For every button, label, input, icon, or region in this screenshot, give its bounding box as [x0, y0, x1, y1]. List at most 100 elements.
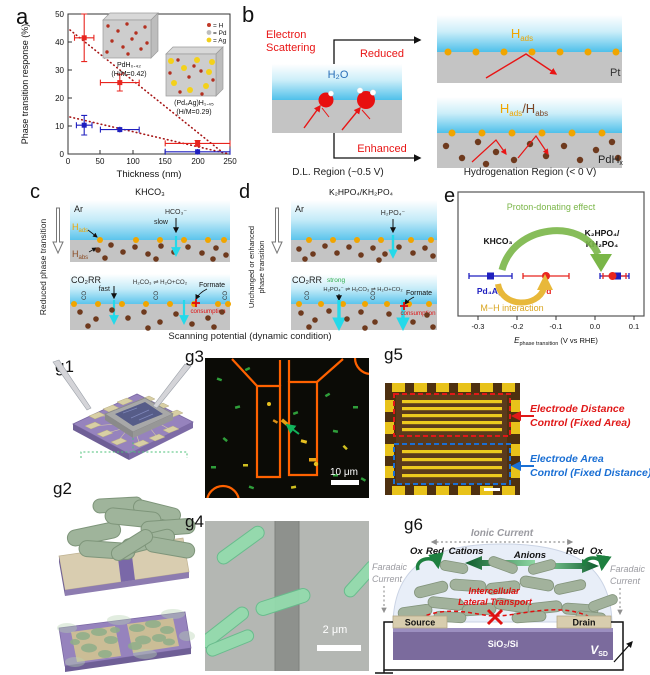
svg-text:0.1: 0.1 — [629, 322, 639, 331]
svg-text:30: 30 — [55, 66, 64, 75]
water-molecule-1 — [318, 92, 334, 108]
hco3-label: HCO₃⁻ — [165, 209, 187, 216]
panel-b: b Electron Scattering H₂O Reduced Enhanc… — [234, 0, 650, 187]
panel-e: e Proton-donating effect KHCO₃ K₂HPO₄/ K… — [440, 184, 650, 353]
h-ads-pointer — [87, 229, 98, 238]
area-control-box — [393, 443, 511, 485]
proton-donating-label: Proton-donating effect — [507, 202, 596, 212]
enhanced-label: Enhanced — [357, 143, 407, 155]
panel-d-side-label-1: Unchanged or enhanced — [247, 226, 256, 308]
kh2po4-label: KH₂PO₄ — [586, 239, 618, 249]
panel-g4: g4 2 μm — [183, 509, 375, 675]
svg-text:40: 40 — [55, 38, 64, 47]
inset-pdag-label2: (H/M=0.29) — [176, 109, 211, 116]
legend-pd-label: = Pd — [213, 30, 227, 37]
h-abs-atoms — [298, 308, 436, 331]
panel-d-side-label-2: phase transition — [257, 241, 266, 294]
scattered-cells — [211, 366, 367, 490]
scale-bar — [484, 488, 500, 491]
co2rr-label: CO₂RR — [71, 275, 101, 285]
formate-arrow — [195, 288, 208, 300]
pt-diagram: Hads Pt — [437, 15, 622, 83]
panel-g5-label: g5 — [384, 345, 403, 364]
mh-interaction-arrow — [495, 283, 547, 306]
consumption-cross — [400, 302, 408, 310]
h-ads-label: Hads — [72, 222, 88, 234]
dl-region-caption: D.L. Region (~0.5 V) — [292, 167, 383, 178]
panel-a-ylabel: Phase transition response (%) — [20, 24, 30, 145]
panel-c-label: c — [30, 182, 40, 203]
reduced-label: Reduced — [360, 48, 404, 60]
equilibrium-label: H₂CO₃ ⇌ H₂O+CO₂ — [133, 279, 188, 286]
h-atom — [369, 89, 376, 96]
biofilm-film-edge — [57, 609, 195, 667]
axis-ticks — [477, 316, 635, 320]
down-arrow-outline — [52, 207, 64, 255]
svg-text:100: 100 — [126, 157, 140, 166]
consumption-label: consumption — [400, 310, 436, 317]
svg-text:10: 10 — [55, 122, 64, 131]
red-label-right: Red — [566, 546, 584, 557]
h-abs-label: Habs — [72, 249, 88, 261]
electron-scattering-line2: Scattering — [266, 42, 316, 54]
faradaic-label-right-1: Faradaic — [610, 564, 646, 574]
h2o-label: H₂O — [328, 69, 349, 81]
zoom-bracket — [80, 438, 188, 458]
inset-pdh-label2: (H/M=0.42) — [111, 71, 146, 78]
panel-a-xlabel: Thickness (nm) — [117, 169, 182, 180]
legend-ag-marker — [206, 37, 212, 43]
area-control-label-1: Electrode Area — [530, 453, 604, 465]
svg-text:0: 0 — [66, 157, 71, 166]
scale-bar-label: 10 μm — [330, 467, 358, 478]
pdhx-diagram: Hads/Habs PdHx — [437, 97, 623, 168]
panel-a-label: a — [16, 4, 29, 29]
biofilm-device-render — [57, 609, 195, 672]
scanning-potential-caption: Scanning potential (dynamic condition) — [168, 331, 332, 342]
blocked-transport-cross — [486, 608, 504, 626]
svg-text:0.0: 0.0 — [590, 322, 600, 331]
svg-text:200: 200 — [191, 157, 205, 166]
dl-region-diagram: H₂O — [272, 64, 402, 133]
h-abs-atoms — [77, 307, 225, 331]
faradaic-label-right-2: Current — [610, 576, 641, 586]
co-label: CO — [82, 291, 88, 300]
khco3-label: KHCO₃ — [484, 236, 513, 246]
inset-pdag-label1: (Pd₄Ag)H₁.₄₅ — [174, 100, 214, 107]
probe-needle-left — [52, 359, 92, 411]
co-label: CO — [223, 291, 229, 300]
panel-g2-label: g2 — [53, 479, 72, 498]
ag-and-h-atoms — [168, 57, 215, 96]
source-electrode: Source — [392, 615, 448, 629]
faradaic-label-left-2: Current — [372, 574, 403, 584]
substrate-top-face — [393, 628, 613, 632]
window-traces — [122, 407, 154, 421]
bacteria-on-electrodes-render — [58, 496, 196, 596]
h-abs-atoms — [296, 243, 436, 263]
panel-b-label: b — [242, 2, 254, 27]
water-molecule-2 — [357, 91, 375, 109]
h-atom — [328, 90, 334, 97]
svg-text:-0.3: -0.3 — [472, 322, 485, 331]
bacteria-cells — [66, 496, 196, 561]
combined-pd-marker — [608, 272, 617, 280]
h2po4-label: H₂PO₄⁻ — [381, 210, 406, 217]
scale-bar — [317, 645, 361, 651]
formate-arrow — [404, 296, 415, 305]
electrode-fingers-bottom — [402, 450, 502, 478]
svg-text:250: 250 — [223, 157, 237, 166]
panel-g3: g3 — [183, 346, 375, 507]
panel-g2: g2 — [45, 476, 201, 675]
panel-c-title: KHCO₃ — [135, 187, 165, 197]
formate-label: Formate — [406, 290, 432, 297]
pdhx-label: PdHx — [598, 154, 623, 167]
panel-g5: g5 Electrode Distance Cont — [372, 342, 650, 507]
h-abs-atoms — [442, 138, 622, 168]
drain-electrode: Drain — [556, 615, 612, 629]
h-abs-pointer — [88, 247, 97, 253]
inset-pdh-structure: PdH₀.₄₂ (H/M=0.42) — [102, 12, 159, 78]
fast-label: fast — [99, 286, 110, 293]
x-tick-labels: 0 50 100 150 200 250 — [66, 157, 237, 166]
consumption-cross — [192, 299, 200, 307]
h-ads-atoms — [97, 237, 227, 243]
